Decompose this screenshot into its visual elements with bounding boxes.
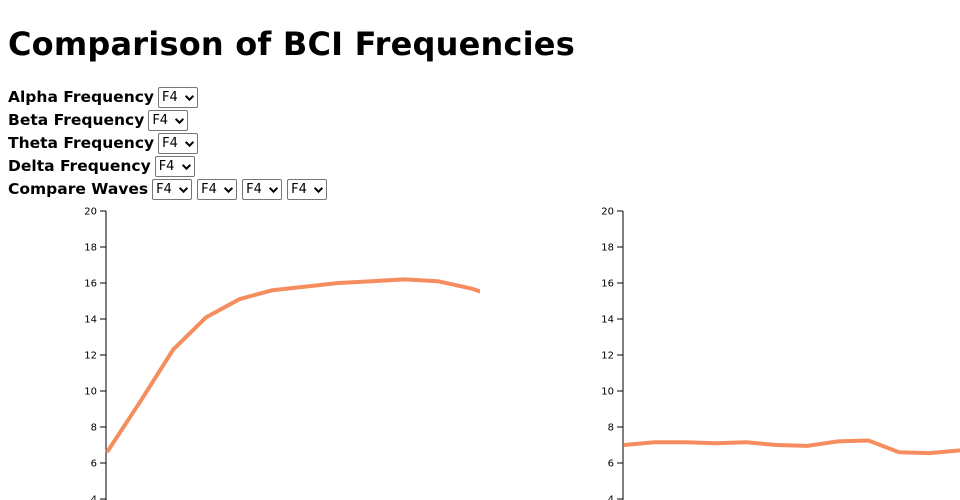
chevron-down-icon — [175, 118, 185, 125]
beta-frequency-label: Beta Frequency — [8, 111, 145, 129]
y-tick-label: 6 — [608, 459, 614, 470]
chevron-down-icon — [181, 164, 191, 171]
y-tick-label: 4 — [608, 495, 614, 500]
alpha-frequency-label: Alpha Frequency — [8, 88, 155, 106]
delta-frequency-label: Delta Frequency — [8, 157, 151, 175]
page-title: Comparison of BCI Frequencies — [8, 25, 575, 63]
compare-select-3-value: F4 — [246, 182, 262, 197]
compare-select-1[interactable]: F4 — [152, 179, 193, 200]
y-tick-label: 14 — [601, 315, 614, 326]
compare-select-2[interactable]: F4 — [197, 179, 238, 200]
theta-frequency-label: Theta Frequency — [8, 134, 155, 152]
alpha-frequency-select-value: F4 — [162, 90, 178, 105]
y-tick-label: 10 — [601, 387, 614, 398]
y-tick-label: 6 — [91, 459, 97, 470]
chevron-down-icon — [269, 187, 279, 194]
chart-right-svg: 4 6 8 10 12 14 16 18 20 — [601, 207, 960, 500]
compare-select-3[interactable]: F4 — [242, 179, 283, 200]
y-tick-label: 18 — [601, 243, 614, 254]
y-tick-label: 10 — [84, 387, 97, 398]
theta-frequency-row: Theta Frequency F4 — [8, 132, 332, 155]
chart-right: 4 6 8 10 12 14 16 18 20 — [480, 200, 960, 500]
beta-frequency-row: Beta Frequency F4 — [8, 109, 332, 132]
compare-select-2-value: F4 — [201, 182, 217, 197]
compare-waves-row: Compare Waves F4 F4 F4 F4 — [8, 178, 332, 201]
y-tick-label: 8 — [608, 423, 614, 434]
y-tick-label: 14 — [84, 315, 97, 326]
delta-frequency-row: Delta Frequency F4 — [8, 155, 332, 178]
theta-frequency-select-value: F4 — [162, 136, 178, 151]
chevron-down-icon — [184, 95, 195, 102]
y-tick-label: 12 — [84, 351, 97, 362]
chevron-down-icon — [179, 187, 189, 194]
compare-select-1-value: F4 — [156, 182, 172, 197]
series-line — [623, 438, 960, 456]
beta-frequency-select[interactable]: F4 — [148, 110, 189, 131]
chevron-down-icon — [185, 141, 195, 148]
series-line — [105, 277, 480, 454]
compare-waves-label: Compare Waves — [8, 180, 149, 198]
delta-frequency-select-value: F4 — [158, 159, 175, 174]
y-tick-label: 12 — [601, 351, 614, 362]
alpha-frequency-row: Alpha Frequency F4 — [8, 86, 332, 109]
chart-left-svg: 4 6 8 10 12 14 16 18 20 — [84, 207, 480, 500]
chevron-down-icon — [224, 187, 234, 194]
alpha-frequency-select[interactable]: F4 — [158, 87, 199, 108]
delta-frequency-select[interactable]: F4 — [154, 156, 195, 177]
compare-select-4[interactable]: F4 — [287, 179, 328, 200]
y-tick-label: 20 — [84, 207, 97, 218]
beta-frequency-select-value: F4 — [152, 113, 169, 128]
chart-left: 4 6 8 10 12 14 16 18 20 — [0, 200, 480, 500]
y-tick-label: 4 — [91, 495, 97, 500]
controls-panel: Alpha Frequency F4 Beta Frequency F4 The… — [8, 86, 332, 201]
y-tick-label: 16 — [601, 279, 614, 290]
y-tick-label: 20 — [601, 207, 614, 218]
theta-frequency-select[interactable]: F4 — [158, 133, 199, 154]
y-tick-label: 16 — [84, 279, 97, 290]
compare-select-4-value: F4 — [291, 182, 307, 197]
y-tick-label: 18 — [84, 243, 97, 254]
chevron-down-icon — [314, 187, 324, 194]
y-tick-label: 8 — [91, 423, 97, 434]
